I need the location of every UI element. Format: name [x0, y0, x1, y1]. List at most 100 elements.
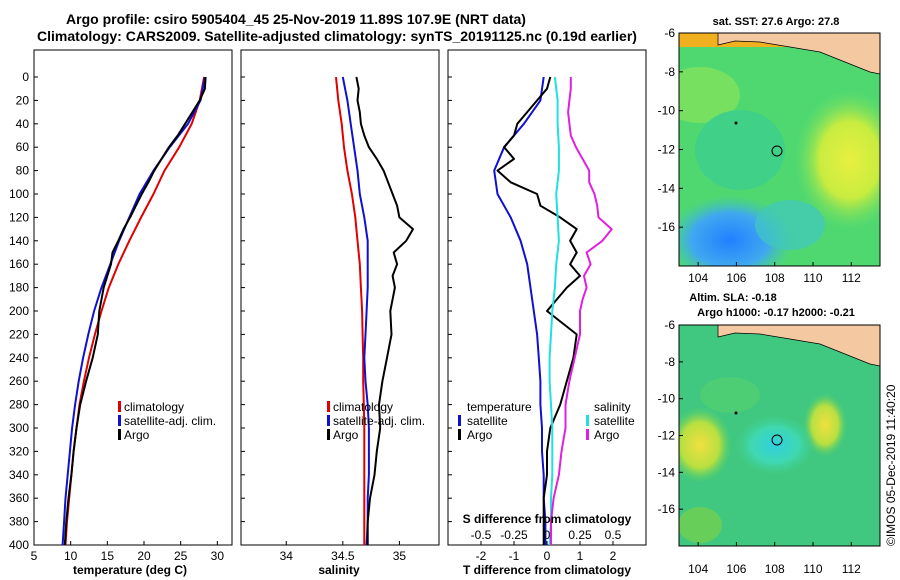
- difference-series: [493, 76, 613, 546]
- map-lat-tick-label: -10: [658, 104, 676, 118]
- map-lat-tick-label: -8: [664, 355, 675, 369]
- depth-tick-label: 180: [9, 281, 29, 295]
- map-lat-tick-label: -6: [664, 318, 675, 332]
- depth-tick-label: 120: [9, 210, 29, 224]
- legend-label-s-satellite: satellite: [594, 414, 635, 428]
- temperature-tick-label: 30: [211, 549, 225, 563]
- legend-swatch-satellite: [327, 415, 330, 426]
- t-difference-tick-label: 0: [544, 549, 551, 563]
- temperature-tick-label: 10: [64, 549, 78, 563]
- map-lat-tick-label: -16: [658, 220, 676, 234]
- legend-label-satellite: satellite-adj. clim.: [124, 414, 216, 428]
- legend-heading-temperature: temperature: [467, 400, 532, 414]
- legend-swatch-argo: [327, 429, 330, 440]
- temperature-tick-label: 5: [31, 549, 38, 563]
- map-lon-tick-label: 108: [765, 271, 785, 285]
- depth-tick-label: 320: [9, 444, 29, 458]
- series-line-t-argo: [496, 76, 581, 545]
- series-line-climatology: [64, 76, 206, 546]
- depth-tick-label: 400: [9, 538, 29, 552]
- legend-swatch-satellite: [118, 415, 121, 426]
- sla-mid-patch: [700, 377, 760, 413]
- temperature-tick-label: 15: [101, 549, 115, 563]
- depth-tick-label: 80: [16, 164, 30, 178]
- s-difference-tick-label: -0.25: [500, 528, 528, 542]
- sla-low-sw: [679, 507, 722, 543]
- depth-tick-label: 300: [9, 421, 29, 435]
- figure-title-line1: Argo profile: csiro 5905404_45 25-Nov-20…: [66, 11, 526, 27]
- sst-cool-edge: [755, 200, 825, 250]
- sst-warm-core: [795, 90, 880, 230]
- map-lon-tick-label: 104: [688, 562, 708, 576]
- depth-tick-label: 0: [22, 70, 29, 84]
- legend-label-argo: Argo: [333, 428, 359, 442]
- salinity-xlabel: salinity: [318, 563, 360, 577]
- map-lat-tick-label: -10: [658, 392, 676, 406]
- sla-map-title-line1: Altim. SLA: -0.18: [689, 292, 776, 304]
- map-lat-tick-label: -8: [664, 65, 675, 79]
- depth-tick-label: 340: [9, 468, 29, 482]
- temperature-tick-label: 20: [137, 549, 151, 563]
- sst-map: [679, 33, 880, 266]
- sst-map-title: sat. SST: 27.6 Argo: 27.8: [713, 16, 840, 28]
- s-difference-tick-label: -0.5: [471, 528, 492, 542]
- depth-tick-label: 20: [16, 93, 30, 107]
- depth-tick-label: 60: [16, 140, 30, 154]
- legend-label-satellite: satellite-adj. clim.: [333, 414, 425, 428]
- t-difference-tick-label: 2: [610, 549, 617, 563]
- imos-credit: ©IMOS 05-Dec-2019 11:40:20: [884, 384, 898, 546]
- salinity-legend: climatology satellite-adj. clim. Argo: [327, 400, 425, 442]
- map-lat-tick-label: -14: [658, 465, 676, 479]
- series-line-satellite-adj-clim-: [61, 76, 206, 546]
- depth-tick-label: 380: [9, 515, 29, 529]
- t-difference-tick-label: -2: [476, 549, 487, 563]
- salinity-tick-label: 35: [393, 549, 407, 563]
- temperature-legend: climatology satellite-adj. clim. Argo: [118, 400, 216, 442]
- legend-label-argo: Argo: [124, 428, 150, 442]
- legend-label-t-satellite: satellite: [467, 414, 508, 428]
- legend-heading-salinity: salinity: [594, 400, 631, 414]
- t-difference-tick-label: 1: [577, 549, 584, 563]
- x-axis-ticks: 5 10 15 20 25 30 34 34.5 35 -2 -1 0 1 2 -0.5 -0.25 0 0.25…: [31, 528, 622, 563]
- legend-swatch-t-argo: [458, 429, 461, 440]
- difference-legend: temperature satellite Argo salinity sate…: [458, 400, 635, 442]
- map-lon-tick-label: 112: [842, 271, 861, 285]
- argo-position-marker: [771, 145, 783, 157]
- t-difference-tick-label: -1: [509, 549, 520, 563]
- java-landmass: [717, 33, 880, 75]
- depth-tick-label: 240: [9, 351, 29, 365]
- depth-tick-label: 260: [9, 374, 29, 388]
- sla-high-west: [679, 407, 732, 483]
- map-lon-tick-label: 104: [688, 271, 708, 285]
- map-lon-tick-label: 108: [765, 562, 785, 576]
- series-line-s-argo: [550, 77, 613, 545]
- map-lat-tick-label: -6: [664, 26, 675, 40]
- map-axes: 104 106 108 110 112 -6 -8 -10 -12 -14 -16 104 106 108…: [658, 26, 862, 576]
- christmas-island-marker: [734, 411, 738, 415]
- s-difference-tick-label: 0: [544, 528, 551, 542]
- series-line-satellite-adj-clim-: [341, 76, 370, 546]
- depth-tick-label: 40: [16, 117, 30, 131]
- salinity-tick-label: 34.5: [331, 549, 355, 563]
- temperature-series: [61, 76, 207, 546]
- map-lon-tick-label: 110: [803, 562, 822, 576]
- t-difference-xlabel: T difference from climatology: [463, 563, 631, 577]
- map-lon-tick-label: 110: [803, 271, 822, 285]
- legend-label-s-argo: Argo: [594, 428, 620, 442]
- sla-map: [679, 325, 880, 546]
- map-lon-tick-label: 112: [842, 562, 861, 576]
- salinity-series: [335, 76, 414, 546]
- legend-swatch-climatology: [118, 401, 121, 412]
- depth-tick-label: 280: [9, 398, 29, 412]
- legend-swatch-t-satellite: [458, 415, 461, 426]
- series-line-argo: [355, 76, 414, 545]
- s-difference-tick-label: 0.25: [568, 528, 592, 542]
- temperature-xlabel: temperature (deg C): [73, 563, 187, 577]
- sla-map-title-line2: Argo h1000: -0.17 h2000: -0.21: [697, 307, 855, 319]
- map-lat-tick-label: -12: [658, 429, 676, 443]
- map-lat-tick-label: -16: [658, 502, 676, 516]
- legend-swatch-argo: [118, 429, 121, 440]
- series-line-t-satellite: [493, 76, 547, 545]
- depth-tick-label: 160: [9, 257, 29, 271]
